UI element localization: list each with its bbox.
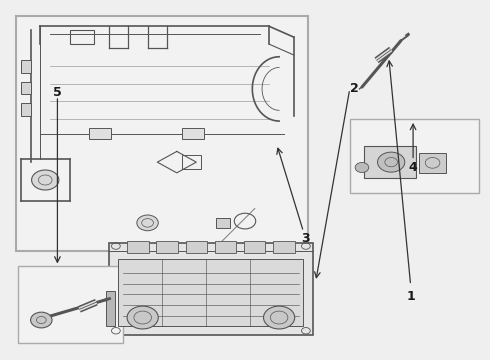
Bar (419, 153, 446, 173)
Bar (156, 241, 178, 253)
Text: 3: 3 (301, 233, 310, 246)
FancyBboxPatch shape (109, 243, 313, 336)
Circle shape (264, 306, 294, 329)
Text: 5: 5 (53, 86, 62, 99)
Text: 4: 4 (409, 161, 417, 174)
FancyBboxPatch shape (19, 266, 123, 342)
Bar (182, 128, 203, 139)
Bar (106, 291, 115, 327)
Bar (21, 103, 30, 116)
FancyBboxPatch shape (350, 119, 479, 193)
Bar (118, 258, 303, 327)
Bar (89, 128, 111, 139)
Bar (186, 241, 207, 253)
Text: 1: 1 (406, 289, 415, 303)
Circle shape (31, 170, 59, 190)
Bar (127, 241, 148, 253)
Bar (273, 241, 294, 253)
Bar (244, 241, 266, 253)
Bar (70, 30, 94, 44)
Bar (182, 155, 201, 169)
Bar (216, 217, 230, 228)
Bar (365, 146, 416, 178)
Circle shape (137, 215, 158, 231)
FancyBboxPatch shape (16, 16, 308, 251)
Bar (21, 60, 30, 73)
Circle shape (30, 312, 52, 328)
Circle shape (377, 152, 405, 172)
Circle shape (355, 162, 369, 172)
Bar (21, 82, 30, 94)
Text: 2: 2 (350, 82, 359, 95)
Bar (215, 241, 236, 253)
Circle shape (127, 306, 158, 329)
